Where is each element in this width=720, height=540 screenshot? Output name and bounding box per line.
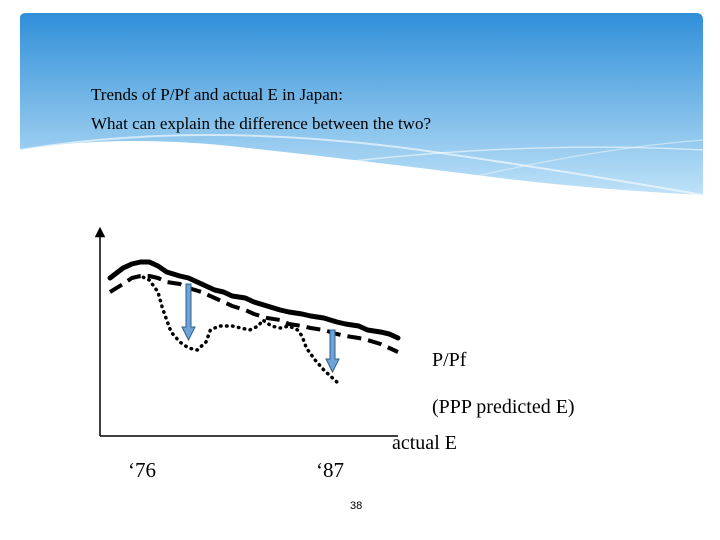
gap-arrow-2 [325, 329, 340, 374]
series-label-3: actual E [392, 432, 457, 454]
header-band [19, 13, 704, 196]
series-layer [107, 259, 401, 386]
series-label-1: P/Pf [432, 349, 467, 371]
series-label-2: (PPP predicted E) [432, 396, 575, 418]
page-number: 38 [350, 500, 363, 512]
label-layer: P/Pf (PPP predicted E) actual E ‘76 ‘87 [128, 349, 575, 482]
series-line-dotted [130, 274, 344, 386]
header-wave-2 [319, 146, 704, 166]
header-wave-3 [439, 139, 704, 186]
x-tick-label-2: ‘87 [316, 458, 344, 482]
slide-title-line-1: Trends of P/Pf and actual E in Japan: [91, 85, 343, 104]
gap-arrow-1 [181, 283, 196, 342]
series-line-solid [107, 259, 401, 341]
header-band-shape [20, 13, 703, 195]
slide-title-line-2: What can explain the difference between … [91, 114, 431, 133]
arrow-layer [181, 283, 340, 374]
header-wave-1 [19, 134, 704, 196]
series-line-dashed [108, 274, 399, 354]
x-tick-label-1: ‘76 [128, 458, 156, 482]
